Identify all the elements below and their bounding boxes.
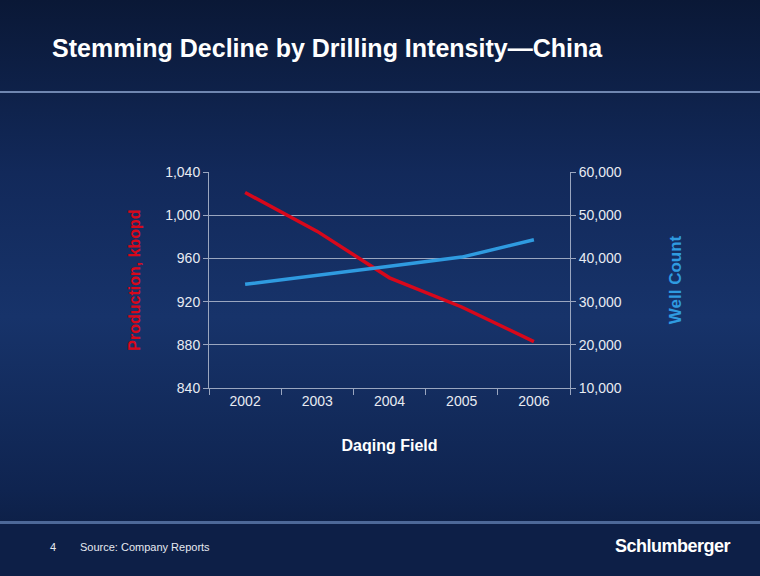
svg-text:40,000: 40,000 xyxy=(579,250,622,266)
svg-text:2005: 2005 xyxy=(446,393,477,409)
svg-text:840: 840 xyxy=(177,380,201,396)
svg-text:920: 920 xyxy=(177,294,201,310)
html-text:Source: Company Reports: Source: Company Reports xyxy=(80,541,210,553)
html-text:4: 4 xyxy=(50,541,57,553)
svg-text:10,000: 10,000 xyxy=(579,380,622,396)
html-text:Schlumberger: Schlumberger xyxy=(615,536,730,556)
svg-text:20,000: 20,000 xyxy=(579,337,622,353)
svg-text:Stemming Decline by Drilling I: Stemming Decline by Drilling Intensity—C… xyxy=(52,34,603,62)
svg-text:60,000: 60,000 xyxy=(579,164,622,180)
svg-text:2004: 2004 xyxy=(374,393,405,409)
svg-text:880: 880 xyxy=(177,337,201,353)
svg-text:2002: 2002 xyxy=(230,393,261,409)
svg-text:Production, kbopd: Production, kbopd xyxy=(126,209,143,350)
svg-text:30,000: 30,000 xyxy=(579,294,622,310)
svg-text:960: 960 xyxy=(177,250,201,266)
svg-text:Well Count: Well Count xyxy=(666,235,685,324)
svg-text:1,040: 1,040 xyxy=(165,164,200,180)
svg-text:2006: 2006 xyxy=(518,393,549,409)
svg-text:Daqing Field: Daqing Field xyxy=(342,437,438,454)
svg-text:2003: 2003 xyxy=(302,393,333,409)
svg-text:50,000: 50,000 xyxy=(579,207,622,223)
svg-text:1,000: 1,000 xyxy=(165,207,200,223)
